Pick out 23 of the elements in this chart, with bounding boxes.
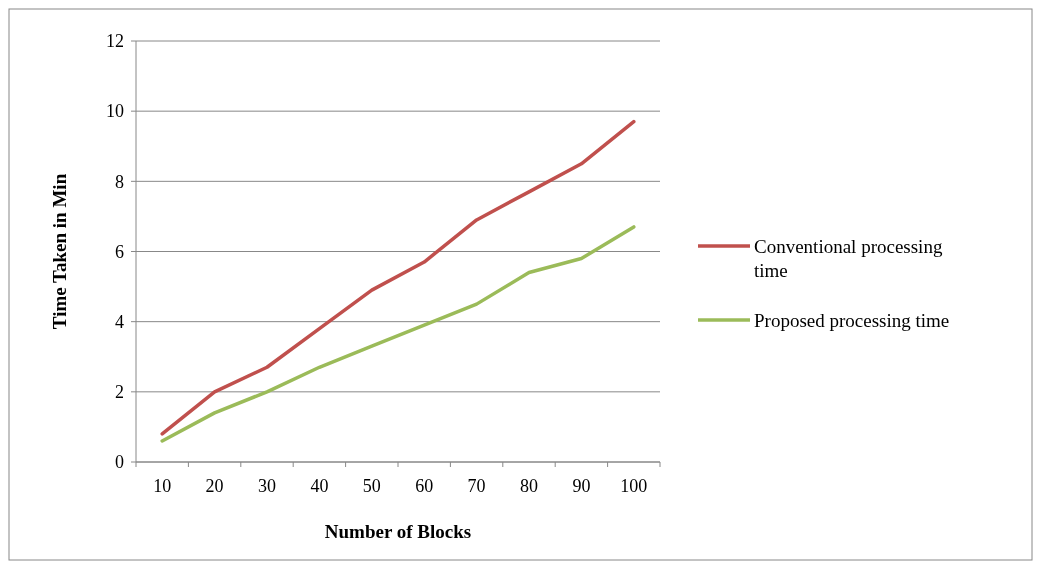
x-tick-label: 30: [258, 476, 276, 496]
y-axis-title: Time Taken in Min: [49, 173, 70, 330]
x-axis-title: Number of Blocks: [324, 521, 472, 542]
x-tick-label: 10: [153, 476, 172, 496]
y-tick-label: 0: [115, 452, 124, 473]
x-tick-label: 20: [205, 476, 224, 496]
x-tick-label: 80: [520, 476, 538, 496]
x-tick-label: 40: [310, 476, 329, 496]
y-tick-label: 12: [106, 31, 124, 52]
x-tick-label: 100: [620, 476, 648, 496]
y-tick-label: 8: [115, 171, 124, 192]
line-series: [160, 225, 636, 443]
x-tick-label: 70: [467, 476, 486, 496]
line-series: [160, 119, 636, 436]
y-tick-label: 10: [106, 101, 124, 122]
y-tick-label: 4: [115, 311, 124, 332]
x-tick-label: 90: [572, 476, 591, 496]
y-tick-label: 6: [115, 241, 124, 262]
x-tick-label: 60: [415, 476, 434, 496]
y-tick-label: 2: [115, 382, 124, 403]
x-tick-label: 50: [362, 476, 381, 496]
legend-label: Proposed processing time: [754, 309, 950, 331]
legend-label: Conventional processing time: [754, 235, 943, 281]
